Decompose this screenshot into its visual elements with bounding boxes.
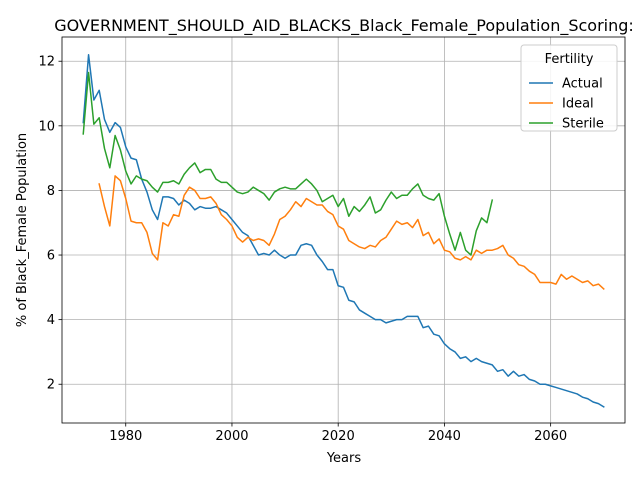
legend-label-actual: Actual bbox=[562, 77, 603, 92]
y-tick-label: 10 bbox=[38, 119, 55, 134]
legend: Fertility Actual Ideal Sterile bbox=[521, 45, 617, 132]
chart-title: GOVERNMENT_SHOULD_AID_BLACKS_Black_Femal… bbox=[54, 16, 634, 36]
y-tick-label: 12 bbox=[38, 55, 55, 70]
legend-label-sterile: Sterile bbox=[562, 117, 604, 132]
legend-label-ideal: Ideal bbox=[562, 97, 594, 112]
x-axis-title: Years bbox=[326, 451, 362, 466]
axis-ticks: 1980 2000 2020 2040 2060 2 4 6 8 10 12 bbox=[38, 55, 567, 444]
x-tick-label: 2040 bbox=[428, 429, 461, 444]
x-tick-label: 2000 bbox=[215, 429, 248, 444]
x-tick-label: 2020 bbox=[322, 429, 355, 444]
series-line-ideal bbox=[99, 176, 604, 289]
y-tick-label: 8 bbox=[47, 184, 55, 199]
y-tick-label: 6 bbox=[47, 249, 55, 264]
y-axis-title: % of Black_Female Population bbox=[15, 133, 30, 327]
legend-title: Fertility bbox=[545, 52, 594, 67]
x-tick-label: 2060 bbox=[534, 429, 567, 444]
y-tick-label: 2 bbox=[47, 378, 55, 393]
y-tick-label: 4 bbox=[47, 313, 55, 328]
x-tick-label: 1980 bbox=[109, 429, 142, 444]
